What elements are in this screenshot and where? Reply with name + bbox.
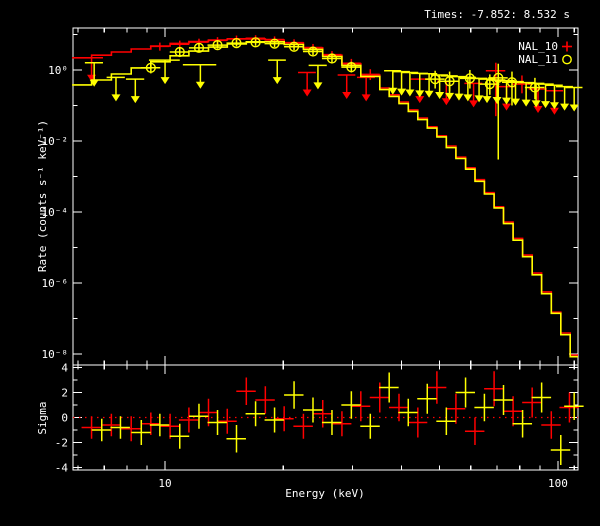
circle-marker-icon (562, 54, 572, 65)
y-tick-label-sigma: -2 (55, 437, 68, 450)
residuals-nal_10 (81, 371, 579, 445)
y-tick-label-rate: 10⁻⁶ (42, 277, 69, 290)
y-tick-label-rate: 10⁻⁴ (42, 206, 69, 219)
y-tick-label-rate: 10⁰ (48, 64, 68, 77)
legend: NAL_10 NAL_11 (518, 40, 572, 66)
y-tick-label-rate: 10⁻² (42, 135, 69, 148)
y-tick-label-rate: 10⁻⁸ (42, 348, 69, 361)
axes-frame (72, 27, 579, 471)
y-tick-label-sigma: 0 (61, 412, 68, 425)
y-axis-title-sigma: Sigma (36, 401, 49, 434)
model-step-nal_11 (72, 41, 578, 358)
y-tick-label-sigma: 4 (61, 362, 68, 375)
upper-limits-nal_11 (84, 59, 583, 112)
y-tick-label-sigma: -4 (55, 462, 69, 475)
plus-marker-icon (562, 41, 572, 52)
series-nal_11 (72, 37, 584, 465)
y-tick-label-sigma: 2 (61, 387, 68, 400)
tick-labels: 10 100 10⁰ 10⁻² 10⁻⁴ 10⁻⁶ 10⁻⁸4 2 0 -2 -4 (42, 64, 568, 490)
x-tick-label: 10 (158, 477, 171, 490)
series-nal_10 (72, 35, 579, 445)
x-axis-title: Energy (keV) (285, 487, 364, 500)
y-axis-title-rate: Rate (counts s⁻¹ keV⁻¹) (36, 120, 49, 272)
model-step-nal_10 (72, 38, 578, 356)
legend-label-nal10: NAL_10 (518, 40, 558, 53)
legend-label-nal11: NAL_11 (518, 53, 558, 66)
data-series-layer (72, 35, 584, 465)
residuals-nal_11 (91, 372, 584, 465)
times-label: Times: -7.852: 8.532 s (424, 8, 570, 21)
x-tick-label: 100 (548, 477, 568, 490)
